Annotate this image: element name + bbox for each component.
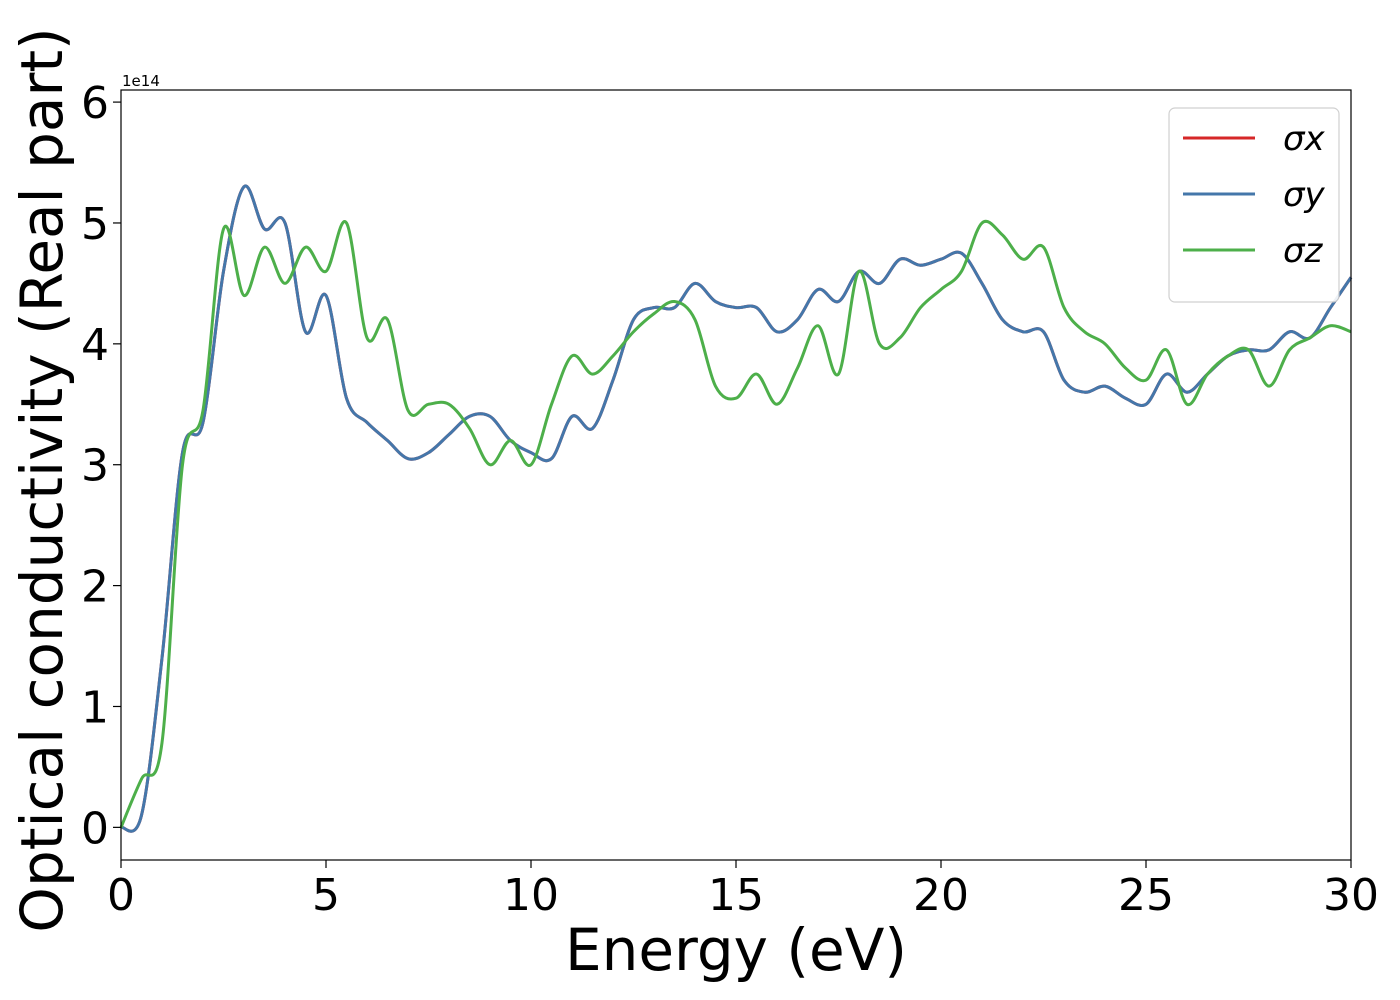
y-tick-label: 6 [81,78,109,129]
plot-frame [120,89,1352,861]
y-tick-label: 1 [81,682,109,733]
y-tick-label: 0 [81,803,109,854]
offset-label: 1e14 [122,72,160,90]
x-tick-label: 5 [312,870,340,921]
y-tick-label: 2 [81,562,109,613]
series-line [120,184,1353,833]
x-axis-label: Energy (eV) [565,916,907,984]
x-tick-label: 20 [913,870,969,921]
series-line [120,184,1353,833]
y-tick-label: 3 [81,441,109,492]
legend-box [1168,107,1340,303]
legend-label: σz [1283,231,1324,271]
x-tick-label: 15 [708,870,764,921]
y-tick-label: 5 [81,199,109,250]
y-axis-label: Optical conductivity (Real part) [8,27,76,932]
series-line [119,219,1352,828]
x-tick-label: 10 [503,870,559,921]
x-tick-label: 30 [1323,870,1379,921]
x-tick-label: 0 [107,870,135,921]
x-tick-label: 25 [1118,870,1174,921]
legend-label: σy [1283,175,1326,215]
legend-label: σx [1283,119,1326,159]
y-tick-label: 4 [81,320,109,371]
